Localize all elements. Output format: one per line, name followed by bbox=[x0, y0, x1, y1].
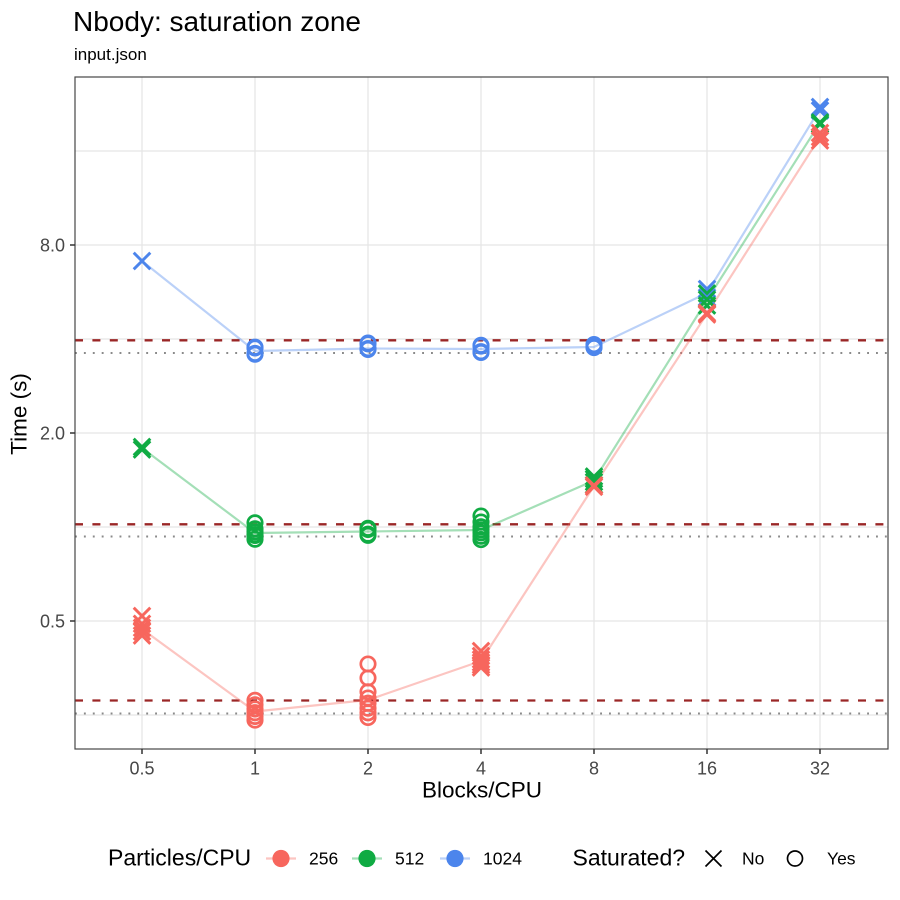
svg-text:Saturated?: Saturated? bbox=[573, 845, 686, 871]
svg-text:input.json: input.json bbox=[74, 45, 147, 64]
svg-text:8.0: 8.0 bbox=[40, 236, 65, 256]
svg-text:Blocks/CPU: Blocks/CPU bbox=[422, 778, 542, 803]
svg-text:0.5: 0.5 bbox=[40, 612, 65, 632]
svg-text:8: 8 bbox=[589, 759, 599, 779]
svg-text:512: 512 bbox=[395, 849, 424, 869]
svg-text:256: 256 bbox=[309, 849, 338, 869]
svg-text:16: 16 bbox=[697, 759, 717, 779]
svg-text:No: No bbox=[742, 849, 764, 869]
svg-text:2.0: 2.0 bbox=[40, 424, 65, 444]
svg-text:Particles/CPU: Particles/CPU bbox=[108, 845, 251, 871]
svg-text:1024: 1024 bbox=[483, 849, 522, 869]
svg-text:32: 32 bbox=[810, 759, 830, 779]
svg-text:1: 1 bbox=[250, 759, 260, 779]
svg-text:0.5: 0.5 bbox=[129, 759, 154, 779]
svg-text:Time (s): Time (s) bbox=[7, 373, 32, 455]
svg-text:2: 2 bbox=[363, 759, 373, 779]
svg-text:Nbody: saturation zone: Nbody: saturation zone bbox=[73, 6, 361, 37]
svg-text:Yes: Yes bbox=[827, 849, 856, 869]
svg-text:4: 4 bbox=[476, 759, 486, 779]
